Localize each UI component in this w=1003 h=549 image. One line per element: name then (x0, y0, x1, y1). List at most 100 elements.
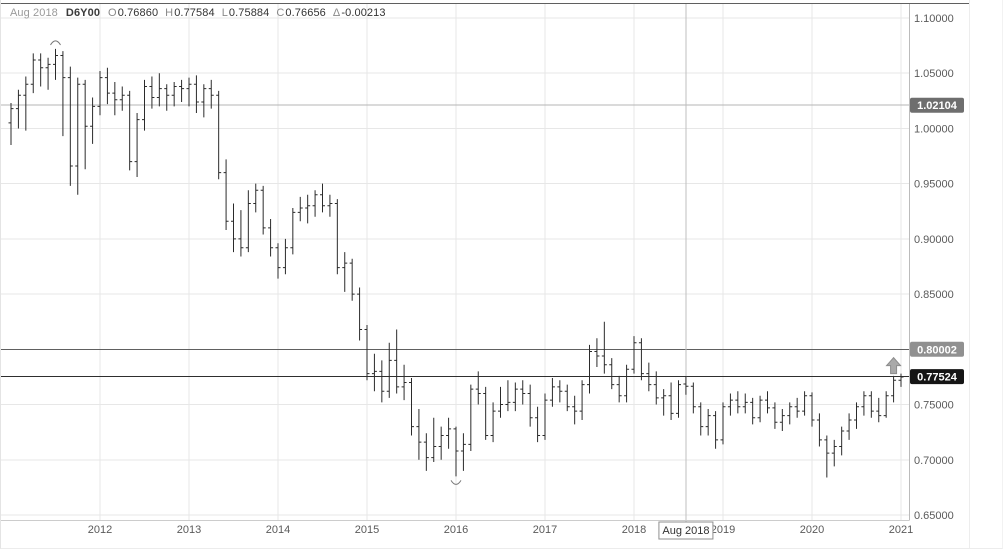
ohlc-bar (386, 342, 392, 398)
ohlc-bar (431, 417, 437, 462)
ohlc-bar (282, 238, 288, 275)
ohlc-bar (846, 413, 852, 440)
readout-close: C0.76656 (276, 7, 326, 19)
ohlc-bar (401, 364, 407, 401)
ohlc-bar (891, 375, 897, 403)
readout-date: Aug 2018 (10, 7, 58, 19)
x-axis-year-label: 2012 (88, 524, 112, 536)
ohlc-bar (868, 391, 874, 418)
x-axis-year-label: 2018 (622, 524, 646, 536)
ohlc-bar (549, 378, 555, 407)
high-label: H (165, 7, 174, 19)
ohlc-bar (512, 382, 518, 412)
ohlc-bar (661, 389, 667, 416)
ohlc-bar (787, 402, 793, 425)
ohlc-bar (772, 402, 778, 429)
x-axis-year-label: 2014 (266, 524, 290, 536)
y-axis-tick-label: 1.00000 (914, 123, 954, 135)
ohlc-bar (231, 203, 236, 253)
period-low-marker (450, 480, 462, 485)
ohlc-bar (357, 287, 363, 341)
ohlc-bar (149, 76, 155, 109)
x-axis-year-label: 2016 (444, 524, 468, 536)
last-price-badge-label: 0.77524 (917, 372, 958, 384)
ohlc-bar (179, 79, 185, 102)
ohlc-bar (690, 382, 696, 414)
x-axis-year-label: 2019 (711, 524, 735, 536)
ohlc-bar (127, 90, 133, 171)
up-arrow-annotation[interactable] (885, 356, 902, 375)
ohlc-bar (208, 79, 214, 109)
ohlc-bar (327, 194, 333, 217)
ohlc-bar (816, 413, 822, 447)
ohlc-bar (186, 77, 192, 107)
ohlc-bar (312, 190, 318, 217)
ohlc-bar (423, 433, 429, 471)
ohlc-bar (831, 439, 837, 467)
price-level-badge-label: 1.02104 (917, 100, 958, 112)
ohlc-bar (468, 384, 474, 451)
ohlc-bar (668, 382, 674, 421)
ohlc-bar (201, 84, 207, 118)
ohlc-bar (676, 380, 681, 418)
ohlc-bar (861, 391, 867, 416)
ohlc-bar (601, 321, 607, 374)
ohlc-bar (23, 76, 29, 131)
ohlc-bar (82, 79, 88, 170)
ohlc-bar (268, 219, 274, 257)
ohlc-bar (142, 79, 147, 131)
ohlc-bar (475, 371, 481, 405)
ohlc-bar (38, 53, 44, 87)
ohlc-bar (587, 344, 592, 394)
crosshair-date-box (658, 521, 714, 540)
ohlc-bar (446, 417, 452, 449)
ohlc-bar (193, 75, 199, 113)
ohlc-bar (394, 329, 400, 394)
ohlc-bar (216, 90, 222, 180)
ohlc-bar (520, 380, 526, 405)
price-level-badge (910, 97, 964, 113)
ohlc-bar (342, 252, 348, 292)
ohlc-bar (15, 89, 21, 129)
ohlc-bar (579, 380, 585, 421)
x-axis-year-label: 2020 (800, 524, 824, 536)
close-value: 0.76656 (285, 7, 326, 19)
ohlc-bar (371, 353, 377, 392)
close-label: C (276, 7, 285, 19)
ohlc-bar (876, 397, 882, 423)
ohlc-bar (275, 243, 281, 279)
ohlc-bar (67, 66, 73, 186)
low-label: L (221, 7, 228, 19)
ohlc-bar (112, 82, 118, 116)
ohlc-bar (416, 408, 422, 460)
ohlc-bar (564, 384, 570, 412)
ohlc-bar (638, 338, 644, 381)
ohlc-bar (349, 258, 355, 301)
ohlc-bar (698, 402, 704, 436)
ohlc-bar (727, 393, 733, 416)
readout-high: H0.77584 (165, 7, 215, 19)
ohlc-bar (594, 338, 600, 368)
readout-open: O0.76860 (108, 7, 158, 19)
ohlc-bar (134, 112, 140, 178)
ohlc-bar (8, 103, 14, 146)
y-axis-tick-label: 0.90000 (914, 234, 954, 246)
y-axis-tick-label: 0.95000 (914, 179, 954, 191)
ohlc-bar (572, 395, 578, 425)
ohlc-bar (90, 97, 96, 144)
ohlc-bar (409, 378, 414, 436)
ohlc-readout: Aug 2018 D6Y00 O0.76860 H0.77584 L0.75884 C0.… (10, 7, 393, 19)
ohlc-bar (164, 84, 170, 111)
ohlc-bar (735, 391, 741, 414)
ohlc-bar (742, 393, 748, 414)
price-level-badge-label: 0.80002 (917, 344, 957, 356)
ohlc-bar (334, 199, 340, 275)
ohlc-bar (824, 435, 830, 478)
period-high-marker (50, 40, 61, 46)
ohlc-bar (653, 371, 659, 405)
ohlc-bar (379, 360, 385, 403)
readout-change: Δ-0.00213 (333, 7, 386, 19)
ohlc-bar (750, 397, 756, 425)
